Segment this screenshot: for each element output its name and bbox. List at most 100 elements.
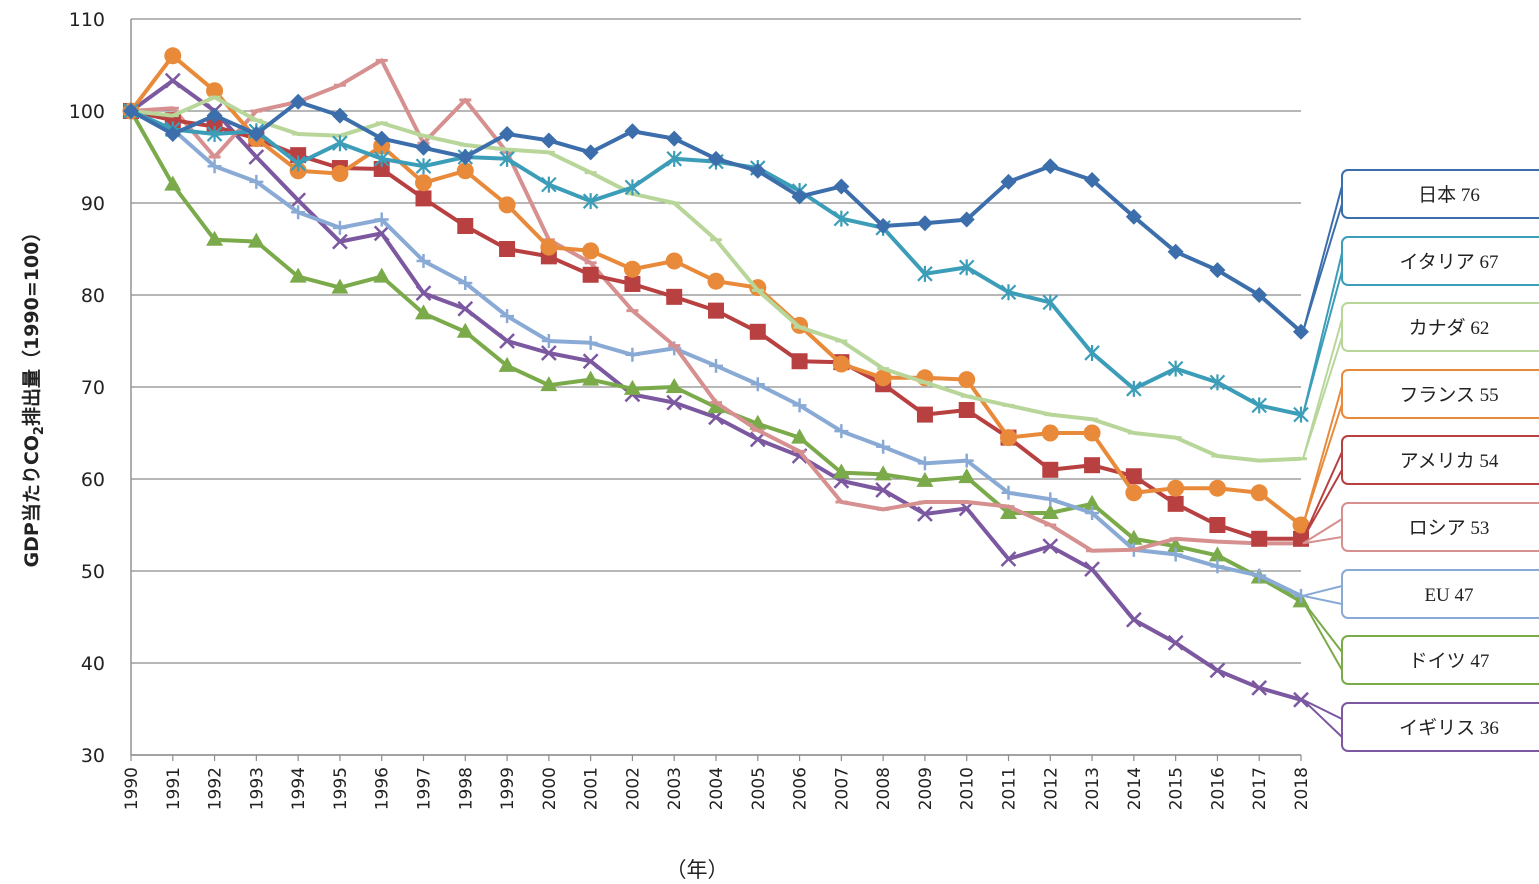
data-point — [331, 107, 348, 124]
callout-seam — [1343, 651, 1350, 671]
callout-label: ロシア 53 — [1409, 518, 1490, 539]
callout-box — [1341, 169, 1539, 219]
data-point — [498, 356, 516, 372]
data-point — [1209, 374, 1226, 391]
data-point — [1293, 691, 1309, 708]
x-tick-label: 2017 — [1250, 767, 1270, 810]
data-point — [1167, 479, 1185, 497]
x-tick-label: 1999 — [498, 767, 518, 810]
data-point — [708, 302, 724, 319]
data-point — [499, 241, 516, 257]
callout-label: 日本 76 — [1418, 184, 1480, 206]
y-tick-label: 90 — [81, 193, 105, 215]
data-point — [207, 159, 222, 174]
data-point — [624, 123, 641, 140]
y-axis-label-main: GDP当たりCO — [20, 435, 43, 567]
data-point — [1167, 495, 1184, 512]
data-point — [1251, 397, 1267, 414]
data-point — [540, 132, 557, 149]
data-point — [498, 196, 516, 214]
data-point — [833, 210, 850, 227]
x-tick-label: 2006 — [791, 767, 811, 810]
data-point — [1251, 287, 1268, 303]
data-point — [875, 482, 892, 498]
data-point — [457, 218, 474, 234]
data-point — [331, 278, 349, 294]
data-point — [1000, 284, 1017, 301]
callout-5: アメリカ 54 — [1302, 435, 1539, 540]
callout-7: EU 47 — [1302, 569, 1539, 619]
data-point — [833, 178, 850, 195]
data-point — [541, 176, 557, 193]
data-point — [1167, 243, 1184, 260]
series-line — [130, 109, 1302, 598]
data-point — [289, 267, 307, 283]
x-tick-label: 2014 — [1125, 767, 1145, 810]
data-point — [541, 334, 556, 348]
y-tick-labels: 30 40 50 60 70 80 90 100 110 — [69, 9, 105, 767]
x-tick-label: 2009 — [916, 767, 936, 810]
data-point — [499, 126, 516, 142]
y-axis-label-rest: 排出量（1990=100） — [20, 223, 43, 426]
callout-label: アメリカ 54 — [1400, 451, 1499, 472]
data-point — [1125, 529, 1143, 545]
callout-label: カナダ 62 — [1409, 317, 1490, 339]
x-tick-label: 2008 — [874, 767, 894, 810]
data-point — [1000, 551, 1017, 567]
data-point — [415, 190, 432, 207]
callout-label: ドイツ 47 — [1409, 651, 1490, 672]
data-point — [958, 371, 976, 389]
data-point — [1084, 561, 1100, 578]
x-tick-label: 2015 — [1167, 767, 1187, 810]
data-point — [373, 130, 390, 147]
data-point — [415, 139, 432, 156]
data-point — [1209, 662, 1226, 679]
callout-box — [1341, 236, 1539, 286]
callout-8: ドイツ 47 — [1302, 600, 1539, 685]
data-point — [1250, 484, 1268, 502]
series-8 — [122, 102, 1310, 608]
data-point — [415, 174, 432, 192]
data-point — [206, 82, 224, 100]
y-axis-label: GDP当たりCO2排出量（1990=100） — [20, 223, 47, 568]
data-point — [666, 130, 683, 147]
y-tick-label: 80 — [81, 285, 105, 307]
x-tick-label: 2010 — [958, 767, 978, 810]
data-point — [832, 463, 850, 479]
series-4 — [122, 47, 1310, 534]
series-5 — [123, 103, 1309, 547]
data-point — [666, 150, 682, 167]
x-tick-label: 1992 — [206, 767, 226, 810]
data-point — [457, 149, 474, 165]
data-point — [1042, 538, 1059, 555]
data-point — [1208, 479, 1226, 497]
callout-9: イギリス 36 — [1302, 698, 1539, 752]
x-tick-label: 2005 — [749, 767, 769, 810]
data-point — [708, 150, 724, 167]
data-point — [1083, 494, 1101, 510]
data-point — [623, 260, 641, 278]
data-point — [457, 300, 474, 317]
data-point — [164, 72, 181, 89]
x-tick-labels: 1990 1991 1992 1993 1994 1995 1996 1997 1998 1999… — [122, 755, 1312, 810]
data-point — [373, 225, 390, 242]
data-point — [164, 175, 182, 191]
data-point — [665, 378, 683, 393]
data-point — [499, 333, 515, 349]
data-point — [1209, 262, 1226, 279]
data-point — [707, 272, 725, 290]
data-point — [1208, 546, 1226, 562]
callout-pointer — [1302, 584, 1343, 606]
data-point — [917, 265, 933, 282]
data-point — [1084, 344, 1100, 361]
callout-seam — [1343, 185, 1350, 205]
data-point — [1041, 424, 1059, 442]
callout-1: 日本 76 — [1302, 169, 1539, 333]
data-point — [373, 150, 390, 167]
data-point — [500, 309, 515, 324]
callout-seam — [1343, 318, 1350, 338]
callout-box — [1341, 502, 1539, 552]
data-point — [1084, 172, 1101, 188]
data-point — [206, 126, 223, 142]
data-point — [750, 377, 765, 392]
